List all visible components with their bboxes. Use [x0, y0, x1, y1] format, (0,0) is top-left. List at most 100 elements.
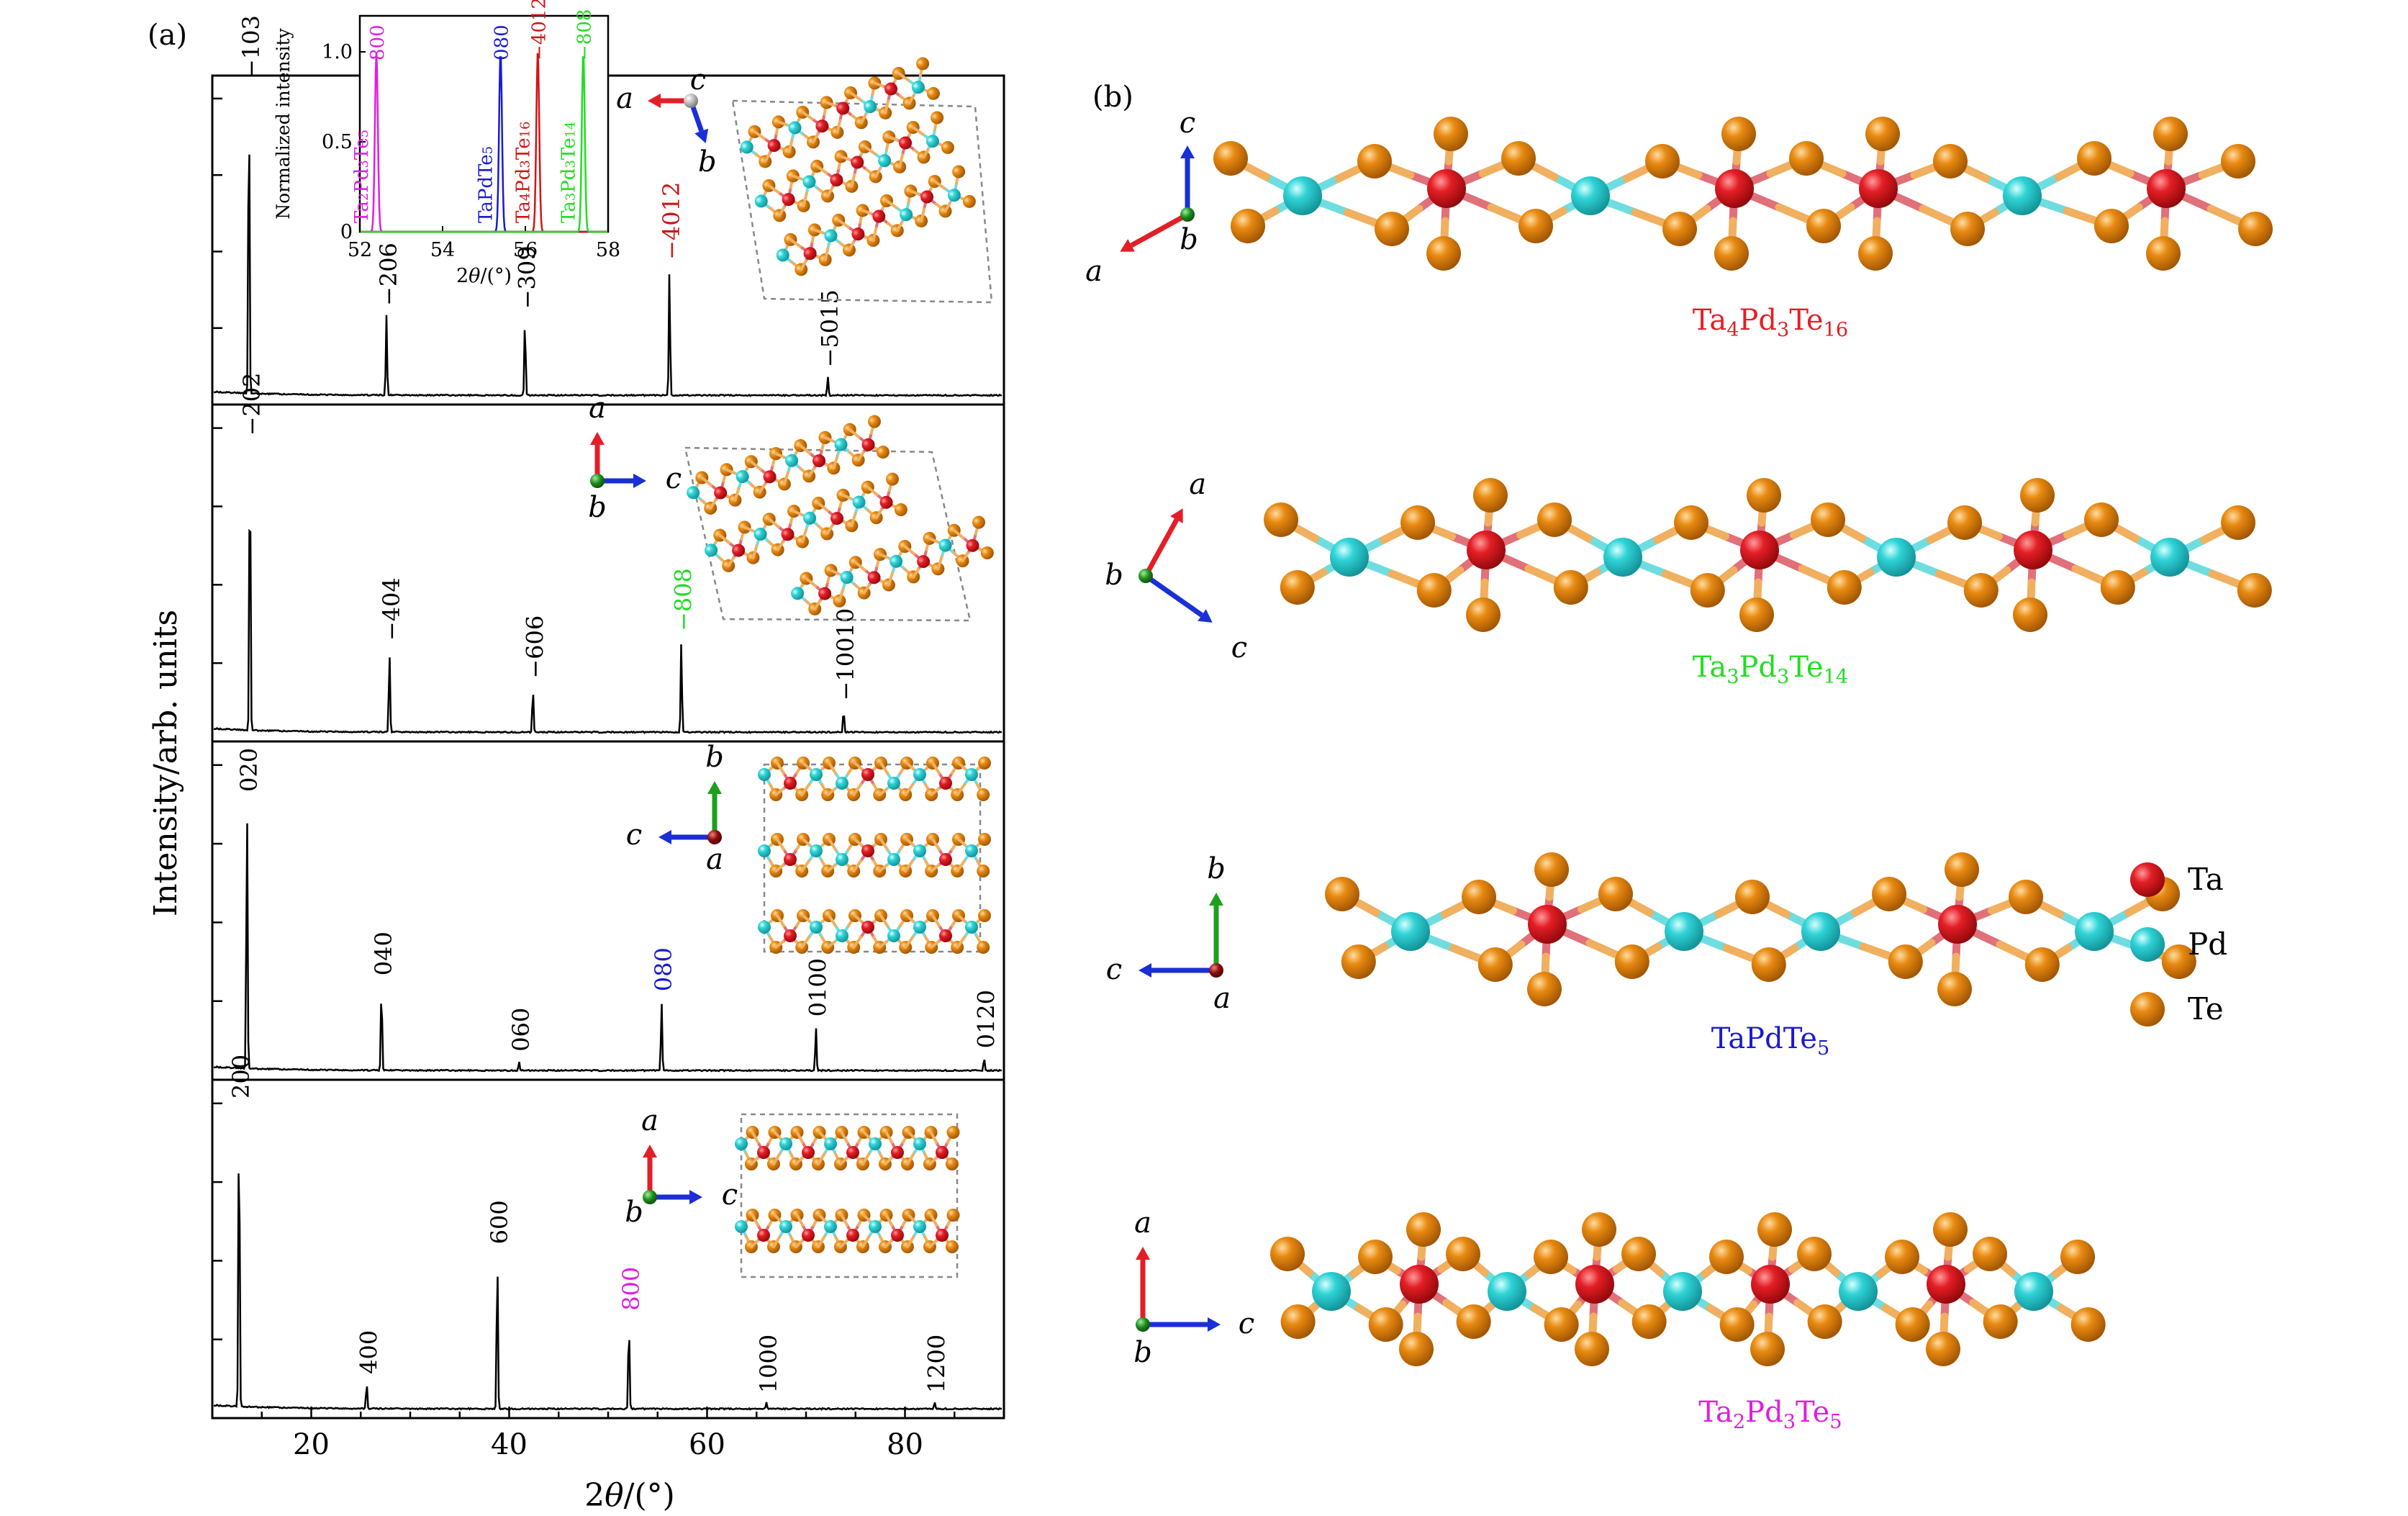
- legend-pd-label: Pd: [2188, 926, 2227, 962]
- chain-Ta2Pd3Te5-te-8: [1621, 1237, 1656, 1271]
- chain-Ta2Pd3Te5-te-apical-7: [1926, 1332, 1960, 1366]
- chain-Ta2Pd3Te5-te-apical-0: [1406, 1212, 1441, 1247]
- cell2-row-1-pd-4: [803, 511, 817, 525]
- axes-triad-small-2-origin: [590, 474, 605, 488]
- formula-Ta3Pd3Te14: Ta3Pd3Te14: [1693, 651, 1848, 688]
- chain-Ta2Pd3Te5-te-0: [1270, 1237, 1305, 1271]
- cell1-row-2-te-b-7: [962, 194, 976, 208]
- chain-Ta3Pd3Te14-te-10: [1947, 505, 1982, 540]
- cell4-row-1-pd-6: [869, 1220, 882, 1233]
- cell2-row-2-pd-6: [938, 538, 952, 552]
- cell1-row-2-pd-2: [824, 229, 838, 243]
- axes-triad-small-3-label-c: c: [626, 818, 642, 852]
- cell2-row-0-te-a-7: [867, 415, 881, 428]
- chain-Ta2Pd3Te5-te-apical-1: [1399, 1332, 1434, 1366]
- chain-TaPdTe5-te-7: [1751, 947, 1786, 982]
- chain-Ta4Pd3Te16-te-4: [1501, 141, 1536, 176]
- peak-label-1-1: −404: [378, 577, 405, 641]
- cell2-row-2-te-b-7: [980, 546, 994, 560]
- chain-TaPdTe5-te-1: [1341, 944, 1376, 979]
- cell1-row-1-pd-2: [802, 175, 816, 189]
- chain-Ta3Pd3Te14-te-apical-3: [1739, 597, 1774, 632]
- cell1-row-0-ta-3: [815, 119, 829, 133]
- cell3-row-1: [758, 833, 991, 877]
- cell3-row-2-pd-8: [965, 921, 978, 934]
- chain-TaPdTe5-te-11: [2024, 947, 2060, 982]
- legend-ta-label: Ta: [2188, 862, 2224, 897]
- cell3-row-0-te-b-8: [977, 788, 990, 801]
- chain-Ta4Pd3Te16-te-apical-5: [1858, 236, 1893, 271]
- inset-y-tick-0: 0: [340, 221, 353, 243]
- axes-triad-small-4-origin: [643, 1190, 657, 1204]
- cell2-row-2-ta-1: [818, 587, 832, 600]
- chain-Ta2Pd3Te5-te-apical-5: [1750, 1332, 1785, 1366]
- chain-Ta2Pd3Te5-te-14: [1885, 1240, 1919, 1274]
- chain-Ta4Pd3Te16-te-apical-7: [2146, 236, 2181, 271]
- cell3-row-2-te-a-8: [978, 909, 991, 922]
- axes-triad-small-4-label-a: a: [641, 1104, 658, 1137]
- chain-TaPdTe5-pd-3: [1801, 912, 1840, 951]
- cell3-row-1-te-a-8: [978, 833, 991, 846]
- cell4-row-1-te-a-9: [946, 1209, 960, 1222]
- axes-triad-TaPdTe5-label-c: c: [1106, 953, 1122, 986]
- chain-Ta4Pd3Te16-te-8: [1789, 141, 1824, 176]
- xrd-trace: [214, 528, 1002, 734]
- inset-x-tick-54: 54: [430, 239, 455, 261]
- svg-text:−4012: −4012: [658, 182, 685, 260]
- chain-Ta4Pd3Te16-te-apical-6: [2153, 117, 2188, 151]
- chain-Ta2Pd3Te5-ta-3: [1575, 1265, 1614, 1304]
- cell4-row-1-ta-7: [891, 1229, 904, 1242]
- cell1-row-2: [776, 165, 976, 276]
- inset-y-label: Normalized intensity: [273, 27, 294, 219]
- svg-text:040: 040: [370, 931, 397, 975]
- chain-Ta2Pd3Te5-pd-2: [1488, 1272, 1526, 1311]
- axes-triad-Ta2Pd3Te5-origin: [1136, 1317, 1150, 1332]
- cell2-row-0-pd-6: [834, 438, 848, 451]
- cell4-row-1-ta-9: [936, 1229, 949, 1242]
- axes-triad-small-1-label-c: c: [690, 63, 706, 96]
- cell1-row-1-te-b-7: [941, 140, 954, 154]
- cell3-row-2-ta-1: [784, 929, 797, 942]
- peak-label-0-4: −5015: [816, 289, 843, 367]
- axes-triad-Ta3Pd3Te14: a c b: [1105, 468, 1247, 664]
- peak-label-0-1: −206: [375, 243, 402, 306]
- cell3-row-0-pd-2: [810, 768, 823, 781]
- cell4-row-0-te-b-9: [945, 1158, 959, 1170]
- cell1-row-0-ta-1: [767, 139, 781, 153]
- chain-Ta4Pd3Te16-pd-2: [1571, 176, 1610, 215]
- chain-Ta2Pd3Te5: [1270, 1212, 2106, 1366]
- axes-triad-small-3-label-b: b: [705, 741, 724, 774]
- chain-Ta3Pd3Te14-ta-3: [1740, 531, 1779, 569]
- svg-text:−206: −206: [375, 243, 402, 306]
- cell3-row-1-te-b-8: [977, 865, 990, 877]
- axes-triad-small-2: a c b: [588, 392, 682, 524]
- svg-text:−5015: −5015: [816, 289, 843, 367]
- unit-cell-Ta4Pd3Te16: [731, 57, 993, 304]
- chain-Ta2Pd3Te5-pd-4: [1663, 1272, 1702, 1311]
- formula-Ta4Pd3Te16: Ta4Pd3Te16: [1693, 304, 1848, 341]
- cell2-row-1-ta-7: [879, 495, 893, 509]
- cell3-row-0-ta-4: [861, 768, 874, 781]
- cell1-row-0-ta-4: [836, 101, 850, 115]
- cell1-row-1-pd-5: [878, 154, 892, 168]
- cell1-row-2-pd-7: [947, 189, 961, 202]
- cell1-row-0-te-a-7: [916, 57, 930, 71]
- cell1-row-1-ta-4: [851, 155, 864, 169]
- chain-Ta3Pd3Te14-pd-6: [2150, 538, 2189, 577]
- peak-label-3-4: 1000: [755, 1335, 782, 1393]
- chain-Ta4Pd3Te16-te-6: [1645, 144, 1680, 179]
- axes-triad-small-4: a c b: [625, 1104, 738, 1229]
- cell4-row-0-ta-1: [757, 1146, 770, 1159]
- chain-Ta2Pd3Te5-te-19: [2070, 1307, 2106, 1342]
- cell4-row-0-ta-7: [891, 1146, 904, 1159]
- cell2-row-2: [791, 515, 994, 615]
- chain-Ta4Pd3Te16-te-10: [1933, 144, 1968, 179]
- chain-Ta4Pd3Te16-pd-5: [2003, 176, 2042, 215]
- chain-TaPdTe5-te-0: [1325, 877, 1359, 911]
- cell4-row-1-pd-8: [913, 1220, 926, 1233]
- svg-text:060: 060: [507, 1008, 535, 1052]
- axes-triad-Ta3Pd3Te14-label-a: a: [1189, 468, 1206, 501]
- axes-triad-small-3: b c a: [626, 741, 724, 876]
- chain-TaPdTe5-te-3: [1477, 947, 1513, 982]
